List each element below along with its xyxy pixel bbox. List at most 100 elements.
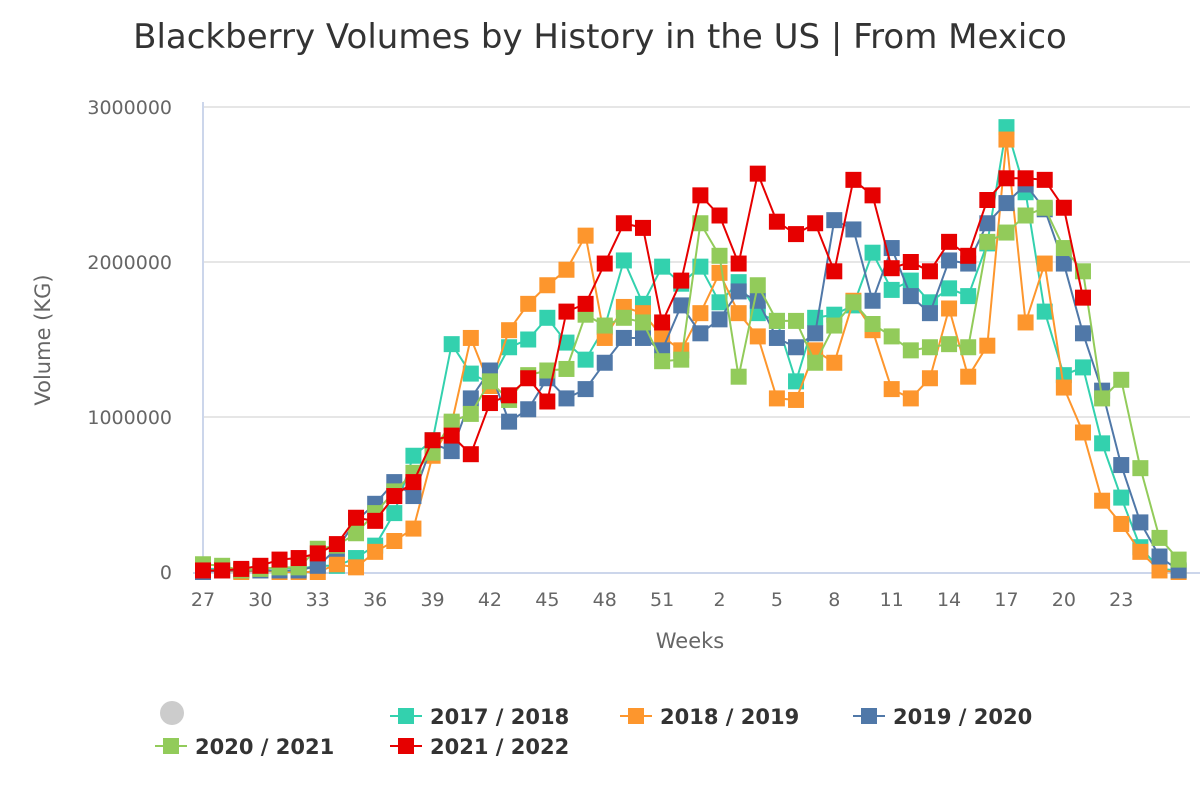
data-point	[462, 329, 479, 346]
x-tick-label: 51	[650, 589, 674, 611]
legend-item[interactable]: 2021 / 2022	[390, 735, 569, 759]
y-axis-ticks: 0 1000000 2000000 3000000	[87, 97, 172, 584]
data-point	[979, 337, 996, 354]
data-point	[730, 255, 747, 272]
data-point	[1055, 379, 1072, 396]
y-tick-label: 1000000	[87, 407, 172, 429]
data-point	[768, 329, 785, 346]
data-point	[711, 294, 728, 311]
data-point	[788, 339, 805, 356]
data-point	[462, 446, 479, 463]
x-tick-label: 17	[994, 589, 1018, 611]
data-point	[711, 311, 728, 328]
data-point	[1151, 562, 1168, 579]
data-point	[845, 294, 862, 311]
chart-title: Blackberry Volumes by History in the US …	[133, 17, 1067, 57]
x-tick-label: 30	[248, 589, 272, 611]
data-point	[788, 312, 805, 329]
data-point	[290, 550, 307, 567]
data-point	[1055, 255, 1072, 272]
data-point	[520, 295, 537, 312]
data-point	[730, 368, 747, 385]
data-point	[386, 505, 403, 522]
data-point	[1017, 207, 1034, 224]
legend-reset-icon[interactable]	[160, 701, 184, 725]
data-point	[979, 192, 996, 208]
legend-item[interactable]: 2019 / 2020	[853, 705, 1032, 729]
data-point	[902, 390, 919, 407]
legend-marker-icon	[398, 708, 414, 724]
data-point	[921, 339, 938, 356]
legend-item[interactable]: 2018 / 2019	[620, 705, 799, 729]
data-point	[1074, 325, 1091, 342]
data-point	[921, 263, 938, 280]
data-point	[1074, 359, 1091, 376]
data-point	[1036, 171, 1053, 188]
x-tick-label: 39	[420, 589, 444, 611]
data-point	[998, 170, 1015, 187]
data-point	[845, 221, 862, 238]
data-point	[558, 261, 575, 278]
data-point	[1074, 289, 1091, 306]
series-line	[203, 139, 1179, 574]
data-point	[807, 309, 824, 326]
data-point	[558, 360, 575, 377]
data-point	[673, 272, 690, 289]
y-tick-label: 3000000	[87, 97, 172, 119]
data-point	[711, 207, 728, 224]
data-point	[539, 309, 556, 326]
data-point	[520, 370, 537, 387]
data-point	[883, 281, 900, 298]
legend-label: 2018 / 2019	[660, 705, 799, 729]
data-point	[768, 213, 785, 230]
data-point	[883, 260, 900, 277]
data-point	[558, 334, 575, 351]
data-point	[1113, 371, 1130, 388]
data-point	[233, 560, 250, 577]
data-point	[711, 264, 728, 281]
series-group	[195, 119, 1187, 580]
data-point	[577, 381, 594, 398]
data-point	[673, 297, 690, 314]
data-point	[654, 353, 671, 370]
data-point	[443, 413, 460, 430]
data-point	[788, 226, 805, 243]
data-point	[998, 195, 1015, 212]
legend-marker-icon	[163, 738, 179, 754]
legend-label: 2017 / 2018	[430, 705, 569, 729]
data-point	[1094, 435, 1111, 452]
data-point	[864, 292, 881, 309]
data-point	[730, 283, 747, 300]
y-tick-label: 0	[160, 562, 172, 584]
data-point	[214, 562, 231, 579]
data-point	[673, 351, 690, 368]
data-point	[1036, 255, 1053, 272]
x-axis-label: Weeks	[656, 629, 724, 653]
data-point	[1132, 543, 1149, 560]
data-point	[864, 187, 881, 204]
data-point	[921, 370, 938, 387]
data-point	[921, 305, 938, 322]
data-point	[615, 329, 632, 346]
data-point	[960, 368, 977, 385]
legend-marker-icon	[398, 738, 414, 754]
legend-item[interactable]: 2020 / 2021	[155, 735, 334, 759]
data-point	[348, 559, 365, 576]
data-point	[1132, 514, 1149, 531]
data-point	[788, 373, 805, 390]
legend-marker-icon	[628, 708, 644, 724]
data-point	[1055, 367, 1072, 384]
legend: 2017 / 2018 2018 / 2019 2019 / 2020 2020 / …	[155, 705, 1032, 759]
x-tick-label: 14	[937, 589, 961, 611]
x-tick-label: 36	[363, 589, 387, 611]
data-point	[1017, 170, 1034, 187]
data-point	[328, 536, 345, 553]
legend-item[interactable]: 2017 / 2018	[390, 705, 569, 729]
data-point	[481, 373, 498, 390]
data-point	[902, 288, 919, 305]
legend-label: 2020 / 2021	[195, 735, 334, 759]
data-point	[960, 288, 977, 305]
data-point	[558, 390, 575, 407]
data-point	[1170, 551, 1187, 568]
data-point	[615, 252, 632, 269]
